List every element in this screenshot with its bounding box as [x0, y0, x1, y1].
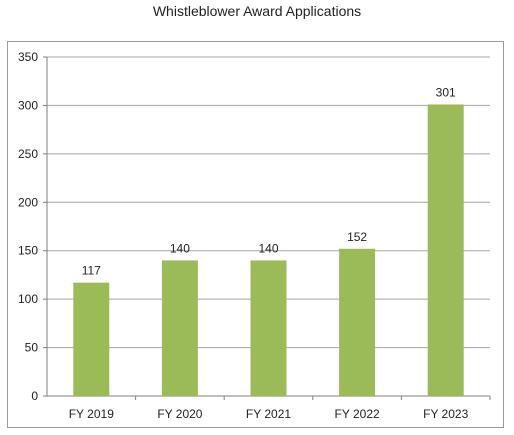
x-tick-label: FY 2022	[335, 407, 380, 421]
x-tick-label: FY 2021	[246, 407, 291, 421]
bar-fy-2021	[250, 260, 287, 396]
y-tick-label: 150	[18, 244, 38, 258]
data-label: 301	[436, 85, 456, 99]
data-label: 152	[347, 230, 367, 244]
y-tick-label: 50	[25, 341, 39, 355]
data-label: 140	[170, 241, 190, 255]
x-tick-label: FY 2023	[423, 407, 468, 421]
y-tick-label: 350	[18, 50, 38, 64]
bar-fy-2020	[161, 260, 198, 396]
x-tick-label: FY 2019	[69, 407, 114, 421]
bar-fy-2023	[427, 104, 464, 397]
bar-fy-2022	[339, 248, 376, 396]
data-label: 140	[258, 241, 278, 255]
bar-fy-2019	[73, 282, 110, 396]
y-tick-label: 250	[18, 147, 38, 161]
y-tick-label: 0	[31, 389, 38, 403]
y-tick-label: 300	[18, 98, 38, 112]
data-label: 117	[82, 264, 101, 278]
x-tick-label: FY 2020	[157, 407, 202, 421]
y-tick-label: 100	[18, 292, 38, 306]
chart-title: Whistleblower Award Applications	[152, 3, 362, 19]
y-tick-label: 200	[18, 195, 38, 209]
